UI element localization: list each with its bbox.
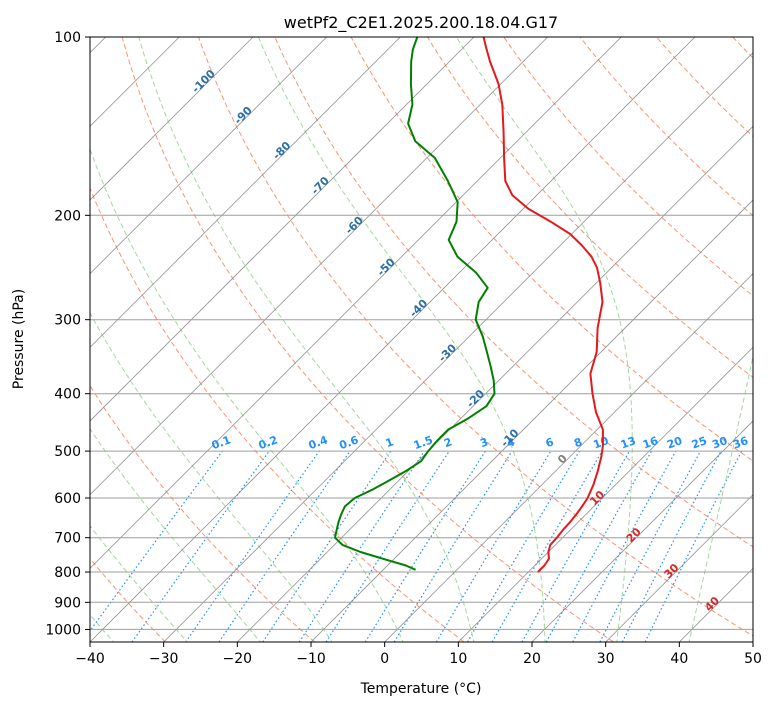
x-tick-label: −40 xyxy=(75,651,105,667)
mixing-ratio-label: 8 xyxy=(572,435,584,450)
x-tick-label: 50 xyxy=(744,651,762,667)
mixing-ratio-label: 0.2 xyxy=(257,433,280,452)
isotherm-line xyxy=(310,199,753,642)
isotherm-line xyxy=(163,52,753,642)
y-tick-label: 100 xyxy=(54,30,81,46)
mixing-ratio-line xyxy=(325,450,450,642)
mixing-ratio-label: 3 xyxy=(478,435,490,450)
y-tick-label: 500 xyxy=(54,444,81,460)
mixing-ratio-label: 10 xyxy=(591,434,610,452)
mixing-ratio-label: 0.1 xyxy=(210,433,233,452)
x-tick-label: −20 xyxy=(223,651,253,667)
mixing-ratio-line xyxy=(435,450,552,642)
mixing-ratio-label: 13 xyxy=(619,434,638,451)
sounding-profiles xyxy=(334,37,604,573)
moist-adiabats xyxy=(90,37,753,642)
x-tick-label: −10 xyxy=(296,651,326,667)
dry-adiabat xyxy=(579,37,753,217)
y-tick-label: 200 xyxy=(54,208,81,224)
moist-adiabat xyxy=(90,311,333,642)
x-tick-label: 40 xyxy=(670,651,688,667)
isotherm-line xyxy=(531,420,753,642)
x-axis-ticks: −40 −30 −20 −10 0 10 20 30 40 50 xyxy=(75,642,762,667)
y-tick-label: 900 xyxy=(54,595,81,611)
moist-adiabat xyxy=(90,147,404,642)
mixing-ratio-line xyxy=(491,450,603,642)
isotherm-line xyxy=(90,37,475,422)
isotherm-line xyxy=(90,37,622,569)
y-tick-label: 800 xyxy=(54,565,81,581)
moist-adiabat xyxy=(688,353,753,642)
isotherm-line xyxy=(90,37,327,275)
y-axis-label: Pressure (hPa) xyxy=(11,289,27,389)
mixing-ratio-line xyxy=(185,450,320,642)
isotherm-line xyxy=(90,37,254,201)
dry-adiabat xyxy=(426,37,753,378)
temperature-profile-line xyxy=(482,37,604,573)
mixing-ratio-line xyxy=(521,450,631,642)
x-tick-label: 20 xyxy=(523,651,541,667)
mixing-ratio-line xyxy=(466,450,580,642)
y-tick-label: 300 xyxy=(54,313,81,329)
mixing-ratio-line xyxy=(364,450,486,642)
moist-adiabat xyxy=(138,37,475,642)
moist-adiabat xyxy=(455,37,633,642)
isotherm-line xyxy=(384,273,753,642)
isotherm-line xyxy=(458,346,753,642)
isotherm-line xyxy=(90,37,401,348)
mixing-ratio-label: 25 xyxy=(690,434,709,451)
x-tick-label: 0 xyxy=(380,651,389,667)
x-axis-label: Temperature (°C) xyxy=(360,681,482,697)
y-tick-label: 400 xyxy=(54,387,81,403)
mixing-ratio-label: 20 xyxy=(665,434,684,452)
dry-adiabat xyxy=(90,384,316,642)
mixing-ratio-label: 1 xyxy=(384,435,396,450)
moist-adiabat xyxy=(90,427,261,642)
dewpoint-profile-line xyxy=(334,37,496,571)
isotherm-line xyxy=(605,494,753,642)
mixing-ratio-label: 30 xyxy=(710,434,729,452)
background-line-labels: 0.1 0.2 0.4 0.6 1 1.5 2 3 4 6 8 10 13 16 20 25 30 36-100-… xyxy=(189,67,750,614)
plot-area: 0.1 0.2 0.4 0.6 1 1.5 2 3 4 6 8 10 13 16 20 25 30 36-100-… xyxy=(90,37,753,642)
mixing-ratio-label: 0.4 xyxy=(307,433,330,452)
isotherm-line xyxy=(90,37,548,496)
x-tick-label: 10 xyxy=(449,651,467,667)
y-tick-label: 600 xyxy=(54,491,81,507)
y-tick-label: 700 xyxy=(54,531,81,547)
mixing-ratio-line xyxy=(90,450,223,632)
mixing-ratio-line xyxy=(131,450,270,642)
mixing-ratio-label: 4 xyxy=(505,435,517,450)
isotherm-line xyxy=(90,37,696,642)
dry-adiabat xyxy=(121,37,614,642)
mixing-ratio-label: 1.5 xyxy=(412,433,435,452)
mixing-ratio-line xyxy=(218,450,351,642)
dry-adiabat xyxy=(90,186,465,642)
chart-title: wetPf2_C2E1.2025.200.18.04.G17 xyxy=(284,13,558,33)
mixing-ratio-label: 16 xyxy=(641,434,660,452)
mixing-ratio-label: 2 xyxy=(442,435,454,450)
y-tick-label: 1000 xyxy=(45,622,81,638)
x-tick-label: −30 xyxy=(149,651,179,667)
x-tick-label: 30 xyxy=(597,651,615,667)
mixing-ratio-label: 6 xyxy=(544,435,556,450)
dry-adiabat xyxy=(274,37,753,548)
mixing-ratio-label: 36 xyxy=(731,434,750,452)
plot-frame xyxy=(89,36,754,643)
y-axis-ticks: 100 200 300 400 500 600 700 800 900 1000 xyxy=(45,30,90,638)
mixing-ratio-line xyxy=(393,450,513,642)
mixing-ratio-line xyxy=(572,450,677,642)
mixing-ratio-label: 0.6 xyxy=(338,433,361,452)
